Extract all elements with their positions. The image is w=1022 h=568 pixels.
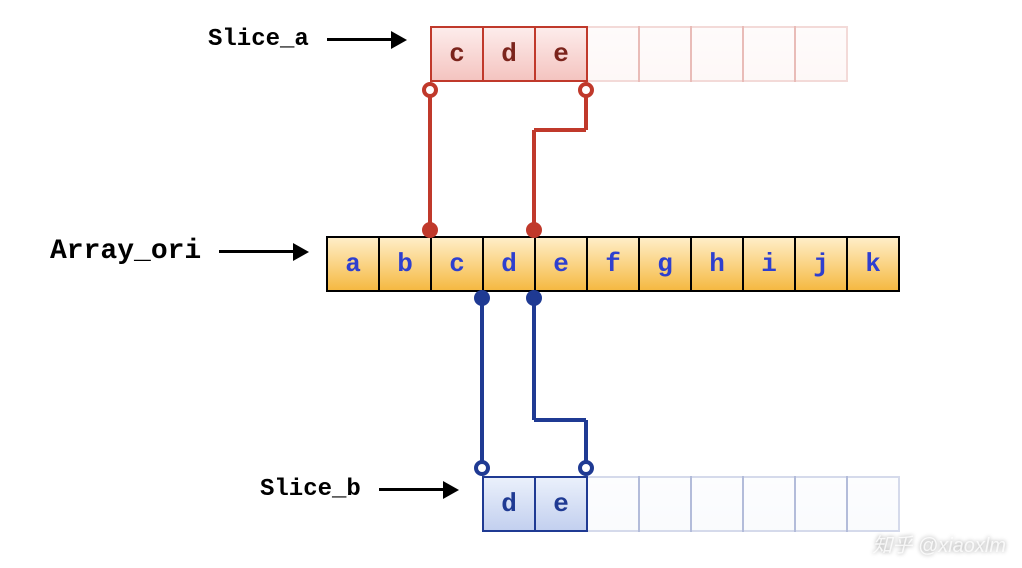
array-cell: d [482, 236, 536, 292]
connector-slice-b [476, 292, 592, 474]
slice-a-cells: c d e [430, 26, 848, 82]
slice-b-cell: e [534, 476, 588, 532]
slice-b-label: Slice_b [260, 476, 361, 503]
slice-a-cell-cap [742, 26, 796, 82]
array-cell: j [794, 236, 848, 292]
array-ori-cells: a b c d e f g h i j k [326, 236, 900, 292]
slice-a-cell: c [430, 26, 484, 82]
slice-b-cell-cap [794, 476, 848, 532]
slice-a-cell-cap [690, 26, 744, 82]
slice-a-label: Slice_a [208, 26, 309, 53]
array-ori-arrow [219, 243, 309, 261]
array-ori-label: Array_ori [50, 236, 201, 267]
array-cell: c [430, 236, 484, 292]
arrow-line [379, 488, 443, 491]
slice-b-cells: d e [482, 476, 900, 532]
slice-b-row: Slice_b [260, 476, 473, 503]
slice-b-cell: d [482, 476, 536, 532]
array-cell: i [742, 236, 796, 292]
array-cell: h [690, 236, 744, 292]
arrow-line [327, 38, 391, 41]
watermark: 知乎 @xiaoxlm [872, 529, 1006, 558]
slice-a-cell-cap [586, 26, 640, 82]
slice-b-cell-cap [638, 476, 692, 532]
slice-b-cell-cap [742, 476, 796, 532]
connector-slice-a [424, 84, 592, 236]
slice-a-cell: d [482, 26, 536, 82]
arrow-head [293, 243, 309, 261]
array-ori-row: Array_ori [50, 236, 323, 267]
slice-a-row: Slice_a [208, 26, 421, 53]
slice-a-cell-cap [794, 26, 848, 82]
array-cell: g [638, 236, 692, 292]
array-cell: b [378, 236, 432, 292]
slice-b-cell-cap [586, 476, 640, 532]
arrow-head [391, 31, 407, 49]
array-cell: f [586, 236, 640, 292]
slice-b-cell-cap [690, 476, 744, 532]
arrow-line [219, 250, 293, 253]
array-cell: k [846, 236, 900, 292]
slice-a-cell: e [534, 26, 588, 82]
array-cell: a [326, 236, 380, 292]
slice-b-cell-cap [846, 476, 900, 532]
slice-a-cell-cap [638, 26, 692, 82]
array-cell: e [534, 236, 588, 292]
slice-b-arrow [379, 481, 459, 499]
slice-a-arrow [327, 31, 407, 49]
arrow-head [443, 481, 459, 499]
